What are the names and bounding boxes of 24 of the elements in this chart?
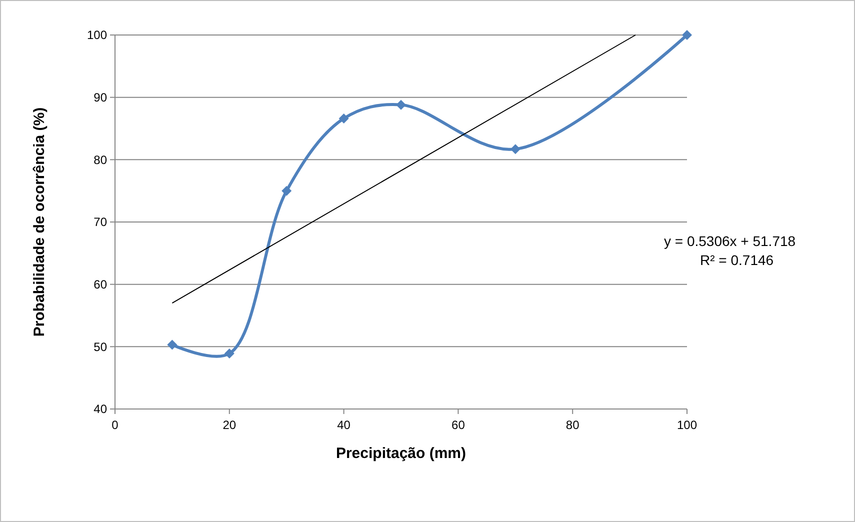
x-tick-label: 40: [337, 418, 351, 432]
y-tick-label: 90: [94, 90, 108, 105]
point: [167, 340, 178, 350]
point: [224, 348, 234, 359]
x-tick-label: 20: [222, 418, 236, 432]
y-tick-label: 80: [94, 152, 108, 167]
x-tick-label: 0: [112, 418, 119, 432]
point: [282, 186, 292, 196]
y-axis-title: Probabilidade de ocorrência (%): [31, 107, 48, 337]
x-axis-title: Precipitação (mm): [336, 445, 466, 462]
y-tick-label: 50: [94, 340, 108, 354]
y-tick-label: 40: [94, 402, 108, 416]
x-tick-label: 60: [452, 418, 466, 432]
y-tick-label: 70: [94, 215, 108, 230]
text: R² = 0.7146: [700, 252, 774, 268]
point: [338, 114, 349, 124]
point: [510, 144, 520, 154]
point: [396, 100, 406, 110]
y-tick-label: 60: [94, 278, 108, 292]
x-tick-label: 100: [676, 418, 698, 432]
point: [682, 30, 692, 40]
y-tick-label: 100: [86, 28, 108, 42]
x-tick-label: 80: [566, 418, 580, 432]
annotation: y = 0.5306x + 51.718: [664, 233, 796, 249]
